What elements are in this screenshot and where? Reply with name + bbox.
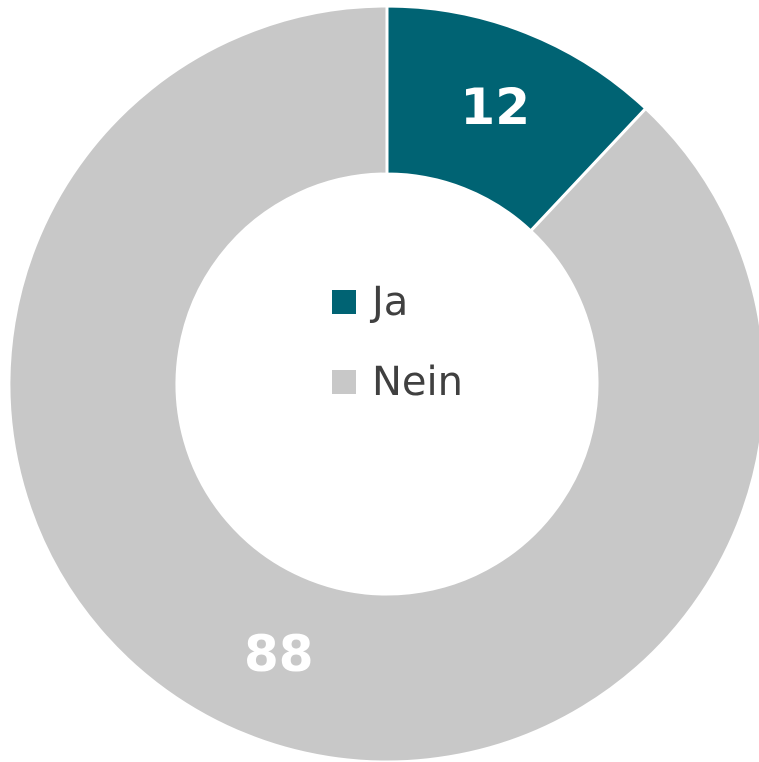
donut-slice (7, 4, 759, 762)
legend-label: Nein (372, 359, 463, 405)
data-label: 88 (244, 625, 314, 683)
legend-label: Ja (369, 279, 408, 325)
legend-swatch (332, 370, 356, 394)
legend-swatch (332, 290, 356, 314)
data-label: 12 (460, 78, 530, 136)
